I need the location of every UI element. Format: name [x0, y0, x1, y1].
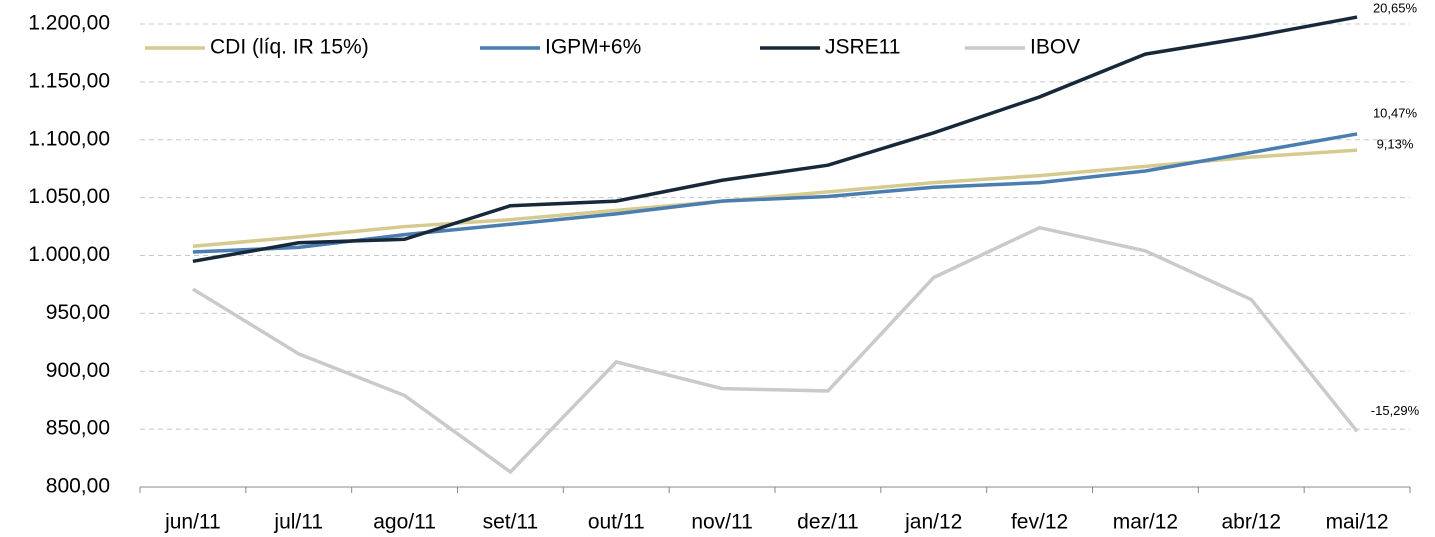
x-tick-label: jul/11	[273, 511, 323, 534]
y-tick-label: 1.050,00	[28, 185, 110, 208]
x-tick-label: out/11	[588, 511, 645, 534]
series-line	[192, 15, 1358, 264]
y-tick-label: 1.100,00	[28, 127, 110, 150]
legend-label: IBOV	[1030, 36, 1080, 59]
x-tick-label: mai/12	[1326, 511, 1389, 534]
end-label: 10,47%	[1373, 105, 1418, 120]
x-tick-label: abr/12	[1221, 511, 1281, 534]
series-line	[192, 132, 1358, 254]
x-tick-label: jun/11	[164, 511, 221, 534]
y-tick-label: 1.200,00	[28, 12, 110, 35]
y-tick-label: 850,00	[46, 417, 110, 440]
y-tick-label: 950,00	[46, 301, 110, 324]
legend-label: IGPM+6%	[545, 36, 641, 59]
x-tick-label: fev/12	[1011, 511, 1068, 534]
x-tick-label: ago/11	[373, 511, 436, 534]
series-line	[192, 225, 1359, 475]
x-tick-label: nov/11	[691, 511, 753, 534]
x-tick-label: jan/12	[904, 511, 962, 534]
x-tick-label: mar/12	[1113, 511, 1178, 534]
x-tick-label: set/11	[483, 511, 539, 534]
y-tick-label: 800,00	[46, 475, 110, 498]
y-tick-label: 1.000,00	[28, 243, 110, 266]
end-label: 20,65%	[1373, 0, 1418, 15]
legend-label: JSRE11	[825, 36, 900, 59]
y-tick-label: 1.150,00	[28, 69, 110, 92]
end-label: -15,29%	[1371, 403, 1420, 418]
x-tick-label: dez/11	[797, 511, 859, 534]
y-tick-label: 900,00	[46, 359, 110, 382]
series-line	[192, 148, 1358, 248]
end-label: 9,13%	[1377, 137, 1414, 152]
legend-label: CDI (líq. IR 15%)	[210, 36, 369, 59]
